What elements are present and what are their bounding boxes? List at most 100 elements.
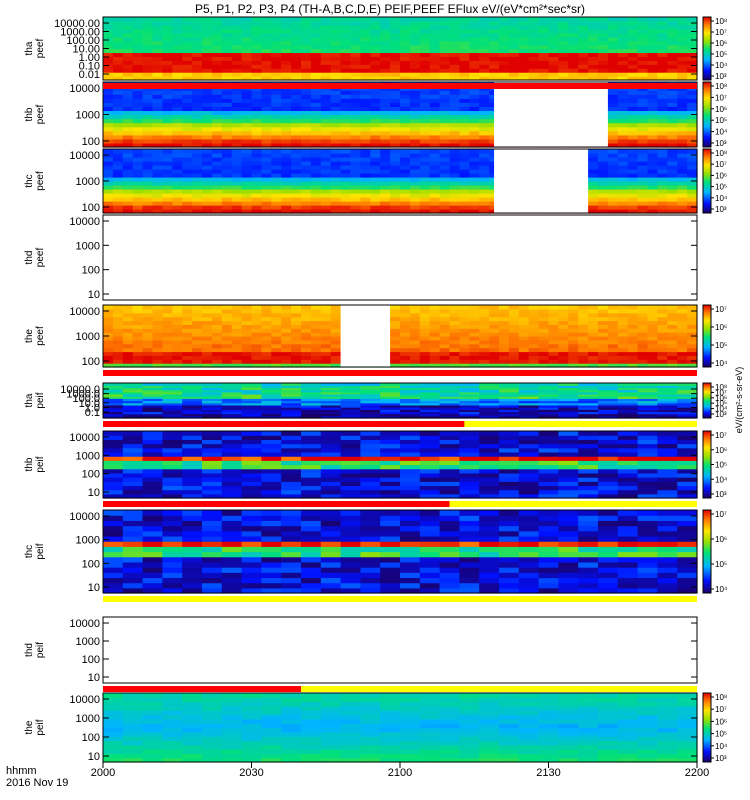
spectrogram-cell (281, 44, 292, 50)
spectrogram-cell (499, 339, 510, 345)
spectrogram-cell (132, 20, 144, 26)
spectrogram-cell (479, 402, 500, 406)
spectrogram-cell (281, 389, 302, 393)
spectrogram-cell (162, 485, 183, 491)
spectrogram-cell (221, 189, 233, 194)
spectrogram-cell (360, 169, 371, 174)
spectrogram-cell (340, 189, 352, 194)
spectrogram-cell (558, 391, 579, 395)
spectrogram-cell (469, 126, 480, 132)
spectrogram-cell (310, 193, 322, 198)
spectrogram-cell (598, 173, 609, 178)
spectrogram-cell (598, 339, 609, 345)
spectrogram-cell (301, 126, 312, 132)
spectrogram-cell (281, 305, 292, 310)
spectrogram-cell (499, 60, 510, 65)
spectrogram-cell (677, 32, 688, 38)
spectrogram-cell (330, 72, 342, 77)
spectrogram-cell (499, 44, 510, 50)
spectrogram-cell (617, 94, 629, 99)
spectrogram-cell (320, 489, 342, 495)
spectrogram-cell (607, 40, 619, 46)
spectrogram-cell (103, 142, 114, 148)
spectrogram-cell (400, 48, 411, 54)
spectrogram-cell (103, 165, 114, 170)
spectrogram-cell (301, 343, 312, 349)
spectrogram-cell (409, 110, 421, 116)
spectrogram-cell (261, 363, 272, 368)
spectrogram-cell (271, 130, 282, 136)
spectrogram-cell (112, 197, 124, 202)
spectrogram-cell (439, 36, 451, 42)
y-tick-label: 10 (88, 289, 100, 301)
spectrogram-cell (152, 181, 163, 186)
spectrogram-cell (291, 312, 302, 318)
spectrogram-cell (211, 44, 223, 50)
spectrogram-cell (469, 209, 480, 214)
spectrogram-cell (449, 328, 460, 333)
spectrogram-cell (409, 48, 421, 54)
spectrogram-cell (350, 72, 361, 77)
spectrogram-cell (479, 126, 490, 132)
spectrogram-cell (162, 385, 183, 388)
spectrogram-cell (677, 308, 688, 314)
spectrogram-cell (439, 193, 451, 198)
spectrogram-cell (360, 385, 381, 388)
spectrogram-cell (439, 343, 451, 349)
spectrogram-cell (677, 138, 688, 144)
spectrogram-cell (617, 44, 629, 50)
spectrogram-cell (261, 447, 282, 453)
spectrogram-cell (261, 102, 272, 107)
spectrogram-cell (657, 351, 668, 356)
spectrogram-cell (261, 387, 282, 391)
spectrogram-cell (459, 456, 480, 461)
spectrogram-cell (508, 351, 520, 356)
spectrogram-cell (409, 40, 421, 46)
spectrogram-cell (231, 193, 243, 198)
spectrogram-cell (617, 324, 629, 329)
spectrogram-cell (657, 316, 668, 322)
spectrogram-cell (152, 20, 163, 26)
spectrogram-cell (192, 17, 203, 22)
spectrogram-cell (310, 324, 322, 329)
colorbar-tick-label: 10⁵ (715, 183, 727, 192)
spectrogram-cell (677, 193, 688, 198)
spectrogram-cell (677, 415, 698, 419)
spectrogram-cell (627, 324, 639, 329)
spectrogram-cell (360, 407, 381, 410)
spectrogram-cell (657, 407, 678, 410)
spectrogram-cell (152, 110, 163, 116)
spectrogram-cell (360, 173, 371, 178)
spectrogram-cell (202, 157, 213, 162)
spectrogram-cell (588, 363, 599, 368)
spectrogram-cell (142, 94, 154, 99)
spectrogram-cell (301, 197, 312, 202)
spectrogram-cell (508, 68, 520, 73)
spectrogram-cell (380, 439, 401, 445)
spectrogram-cell (211, 347, 223, 353)
spectrogram-cell (400, 413, 421, 417)
spectrogram-cell (637, 52, 649, 57)
spectrogram-cell (182, 44, 193, 50)
spectrogram-cell (251, 201, 262, 206)
spectrogram-cell (281, 106, 292, 112)
spectrogram-cell (301, 387, 322, 391)
spectrogram-cell (281, 161, 292, 166)
spectrogram-cell (192, 177, 203, 182)
spectrogram-cell (439, 138, 451, 144)
spectrogram-cell (192, 193, 203, 198)
spectrogram-cell (132, 359, 144, 364)
spectrogram-cell (281, 443, 302, 449)
spectrogram-cell (281, 339, 292, 345)
spectrogram-cell (479, 201, 490, 206)
spectrogram-cell (261, 305, 272, 310)
spectrogram-cell (162, 90, 173, 95)
spectrogram-cell (598, 387, 619, 391)
spectrogram-cell (677, 391, 698, 395)
spectrogram-cell (380, 153, 391, 158)
spectrogram-cell (657, 443, 678, 449)
spectrogram-cell (301, 72, 312, 77)
spectrogram-cell (103, 411, 124, 415)
spectrogram-cell (251, 64, 262, 69)
spectrogram-cell (271, 355, 282, 360)
